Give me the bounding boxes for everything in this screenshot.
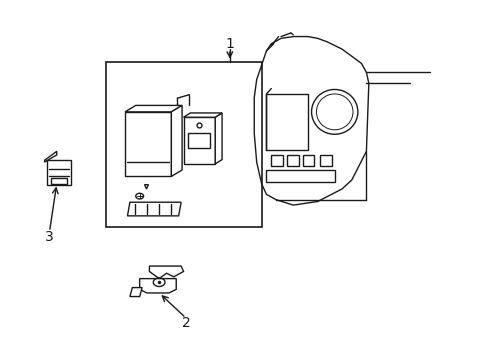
Polygon shape	[127, 202, 181, 216]
Polygon shape	[140, 279, 176, 293]
Bar	[266, 170, 334, 182]
Polygon shape	[144, 185, 148, 189]
Bar	[320, 155, 331, 166]
Polygon shape	[171, 105, 182, 176]
Polygon shape	[215, 113, 222, 164]
Polygon shape	[125, 105, 182, 112]
Polygon shape	[183, 113, 222, 117]
Bar	[188, 134, 210, 148]
Ellipse shape	[311, 89, 357, 134]
Bar	[302, 155, 314, 166]
Ellipse shape	[316, 94, 352, 130]
Text: 2: 2	[181, 316, 190, 330]
Text: 1: 1	[225, 37, 234, 51]
Bar	[125, 112, 171, 176]
Bar	[105, 62, 261, 226]
Bar	[47, 160, 71, 185]
Bar	[51, 178, 67, 184]
Bar	[183, 117, 215, 164]
Text: 3: 3	[45, 230, 54, 244]
Bar	[271, 155, 283, 166]
Polygon shape	[130, 288, 142, 297]
Bar	[266, 94, 307, 149]
Polygon shape	[44, 151, 57, 162]
Polygon shape	[149, 266, 183, 279]
Bar	[286, 155, 298, 166]
